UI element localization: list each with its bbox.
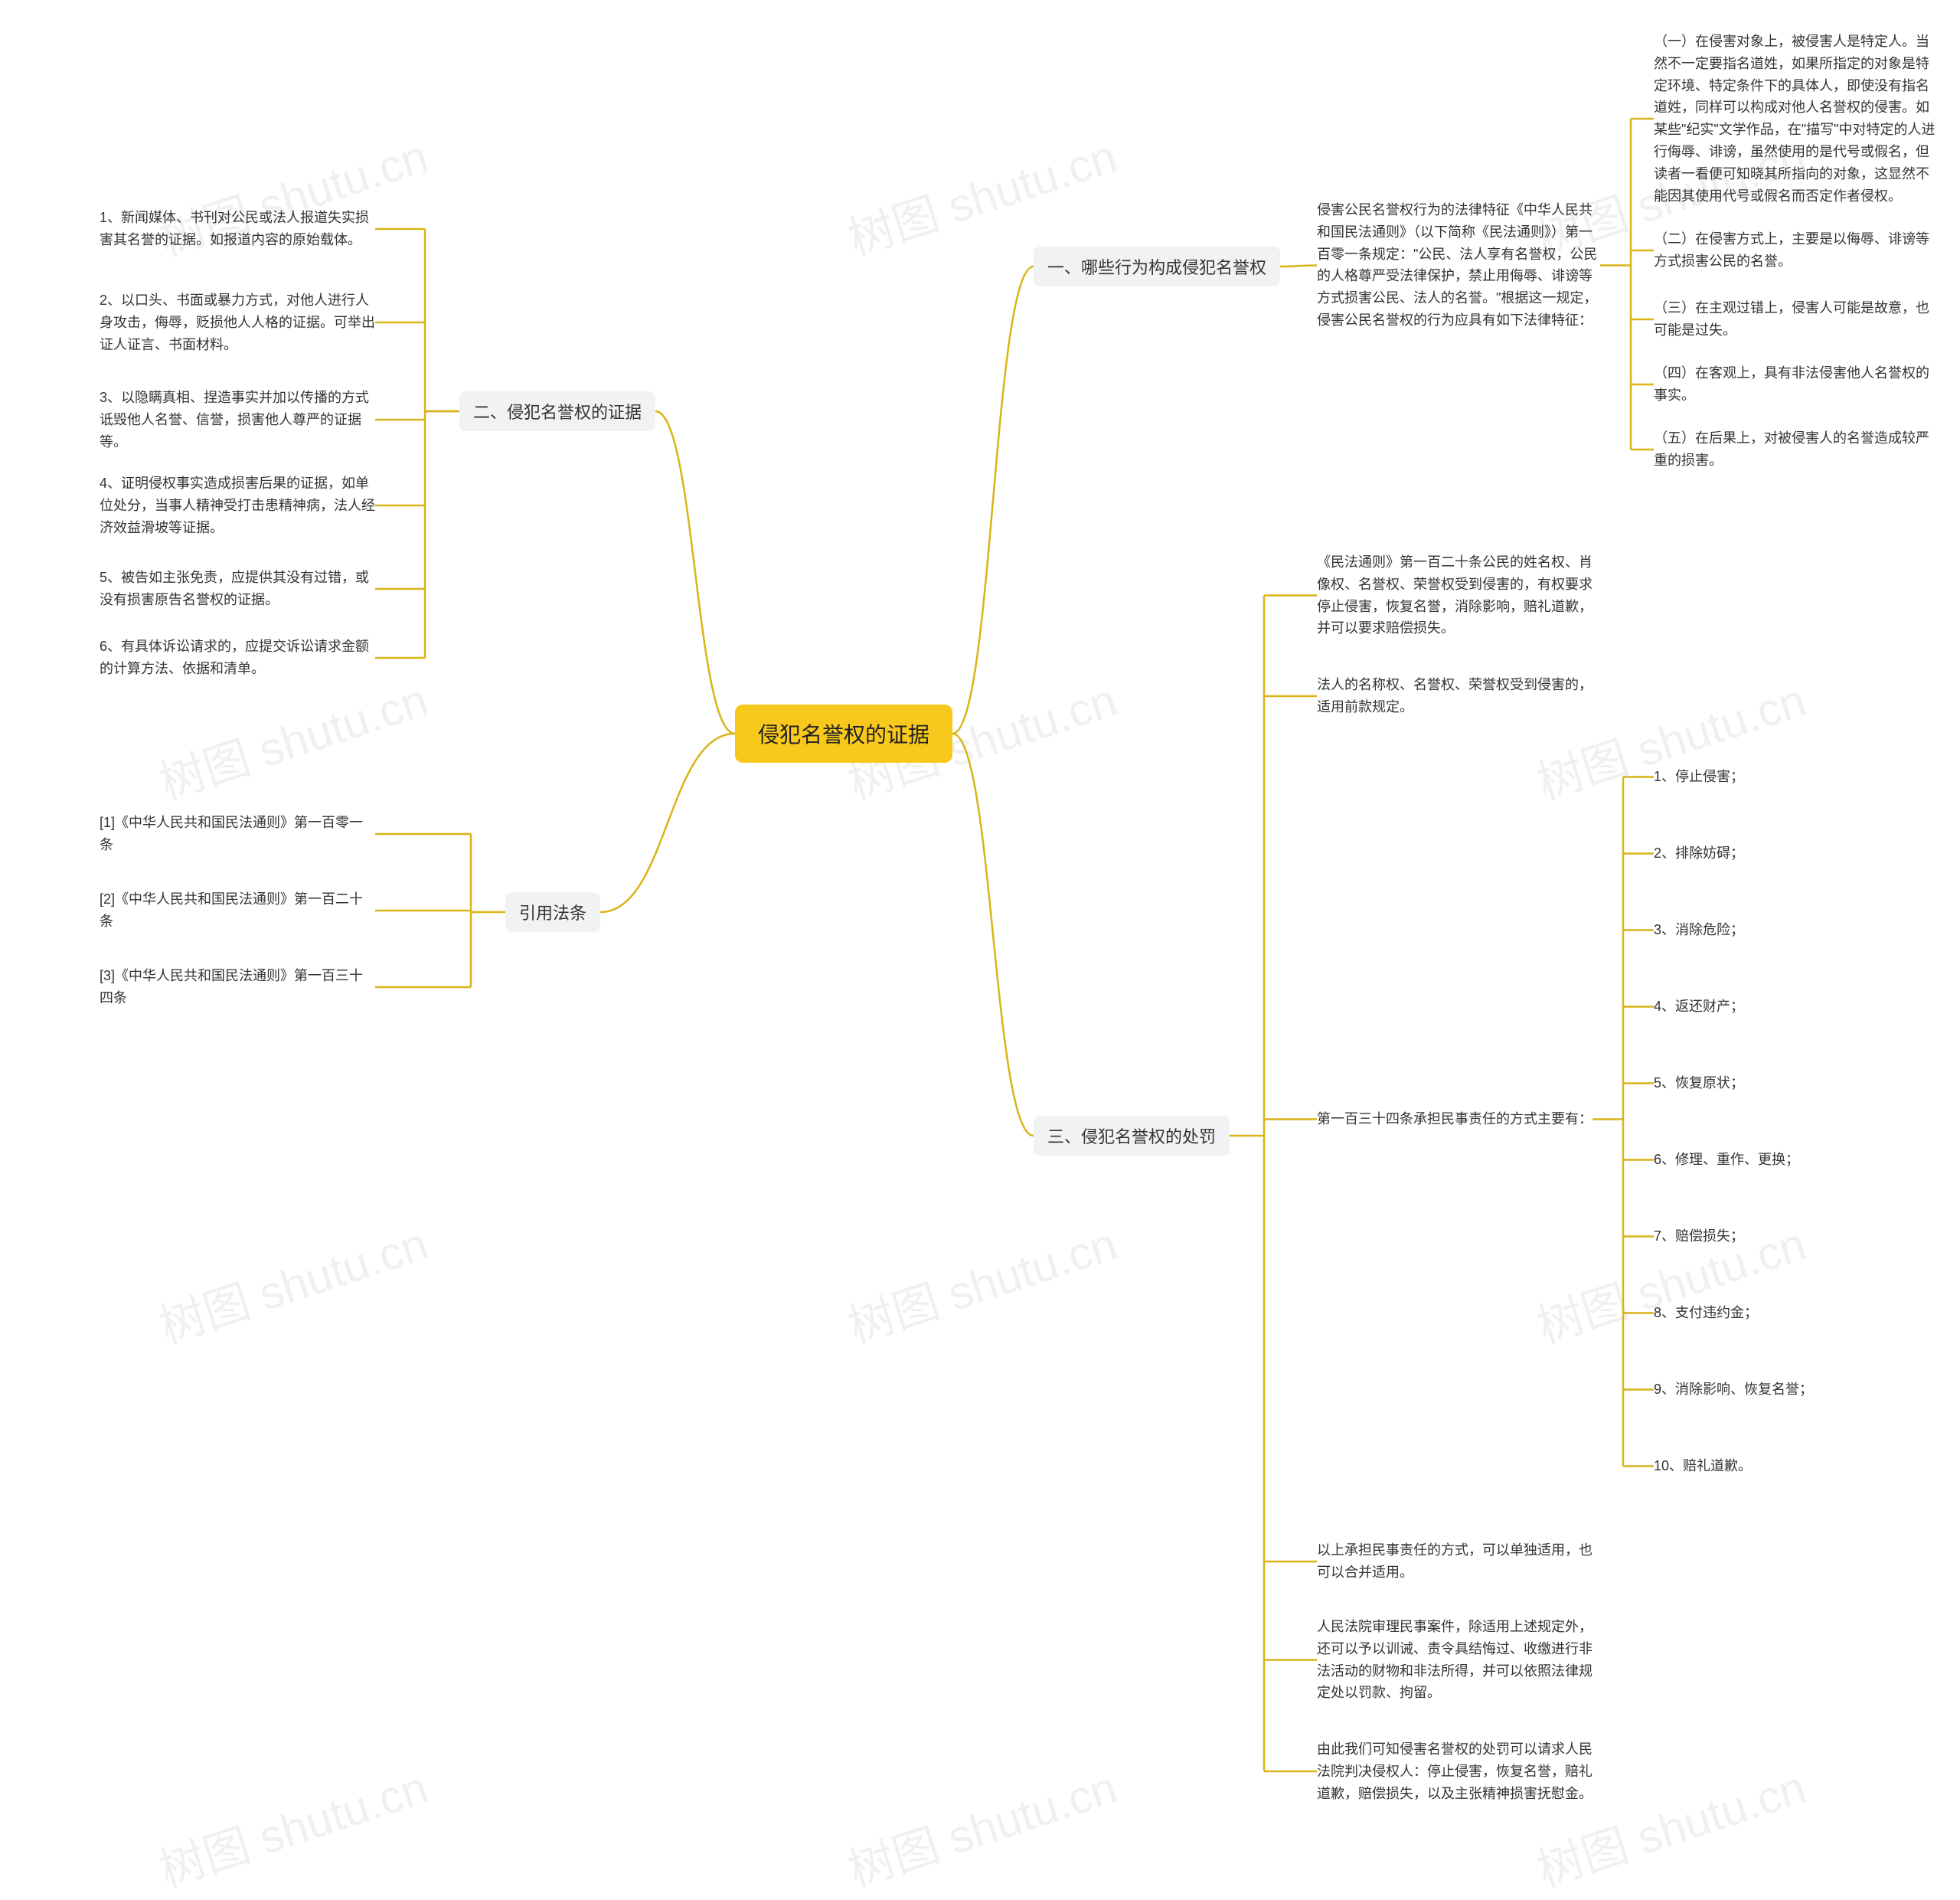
- connectors-svg: [0, 0, 1960, 1882]
- mindmap-canvas: 侵犯名誉权的证据 一、哪些行为构成侵犯名誉权二、侵犯名誉权的证据三、侵犯名誉权的…: [0, 0, 1960, 1882]
